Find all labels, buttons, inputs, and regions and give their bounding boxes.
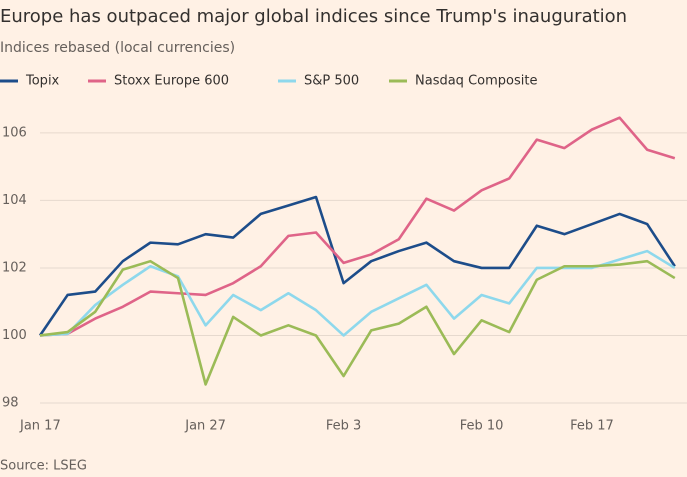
series-line [39, 249, 676, 337]
series-line [39, 259, 676, 386]
y-tick-label: 102 [2, 260, 27, 275]
x-tick-label: Jan 17 [19, 419, 61, 434]
y-tick-label: 106 [2, 125, 27, 140]
legend-label: S&P 500 [304, 74, 359, 89]
y-tick-label: 98 [2, 396, 19, 411]
series-line [38, 195, 676, 337]
y-tick-label: 104 [2, 193, 27, 208]
x-tick-label: Feb 10 [460, 419, 504, 434]
x-tick-label: Feb 3 [326, 419, 361, 434]
x-tick-label: Feb 17 [570, 419, 614, 434]
legend-label: Nasdaq Composite [415, 74, 537, 89]
x-tick-label: Jan 27 [184, 419, 226, 434]
legend-label: Topix [25, 74, 60, 89]
chart-title: Europe has outpaced major global indices… [0, 6, 627, 27]
chart-subtitle: Indices rebased (local currencies) [0, 40, 235, 56]
series-line [39, 116, 676, 337]
y-tick-label: 100 [2, 328, 27, 343]
legend-label: Stoxx Europe 600 [114, 74, 229, 89]
source: Source: LSEG [0, 459, 87, 474]
